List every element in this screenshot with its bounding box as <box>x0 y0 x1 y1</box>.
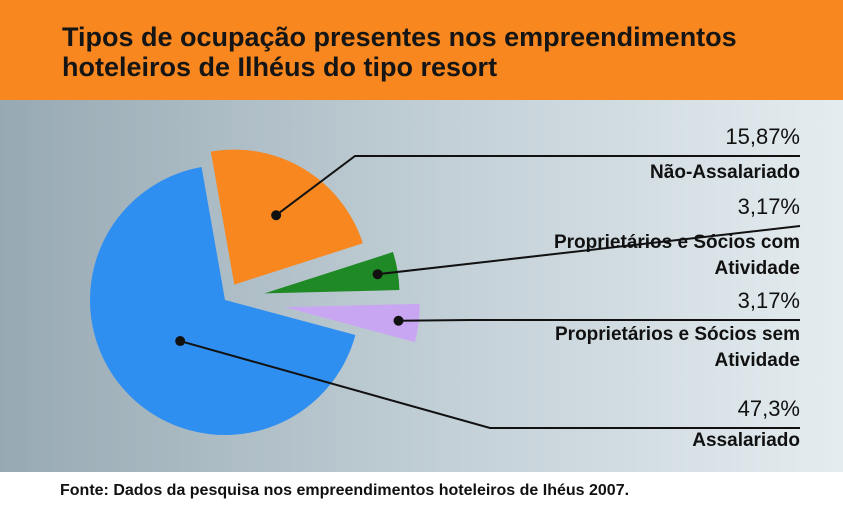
leader-line <box>398 319 800 322</box>
leader-line <box>179 340 800 429</box>
source: Fonte: Dados da pesquisa nos empreendime… <box>60 482 630 499</box>
legend-label: Proprietários e Sócios com Atividade <box>553 232 800 279</box>
legend-label: Não-Assalariado <box>650 162 800 183</box>
value-label: 3,17% <box>737 194 800 219</box>
leader-dot <box>271 210 282 221</box>
pie-slice <box>210 149 363 285</box>
pie-slice <box>89 167 356 436</box>
leader-dot <box>175 336 186 347</box>
chart-title: Tipos de ocupação presentes nos empreend… <box>62 22 737 82</box>
leader-line <box>377 225 801 276</box>
pie-slice <box>284 303 420 343</box>
legend-label: Proprietários e Sócios sem Atividade <box>555 324 800 371</box>
legend-label: Assalariado <box>692 430 800 451</box>
value-label: 15,87% <box>725 124 800 149</box>
leader-dot <box>372 269 383 280</box>
value-label: 47,3% <box>737 396 800 421</box>
value-label: 3,17% <box>737 288 800 313</box>
pie-slice <box>264 252 400 294</box>
leader-dot <box>393 315 404 326</box>
leader-line <box>275 155 800 217</box>
header <box>0 0 843 100</box>
